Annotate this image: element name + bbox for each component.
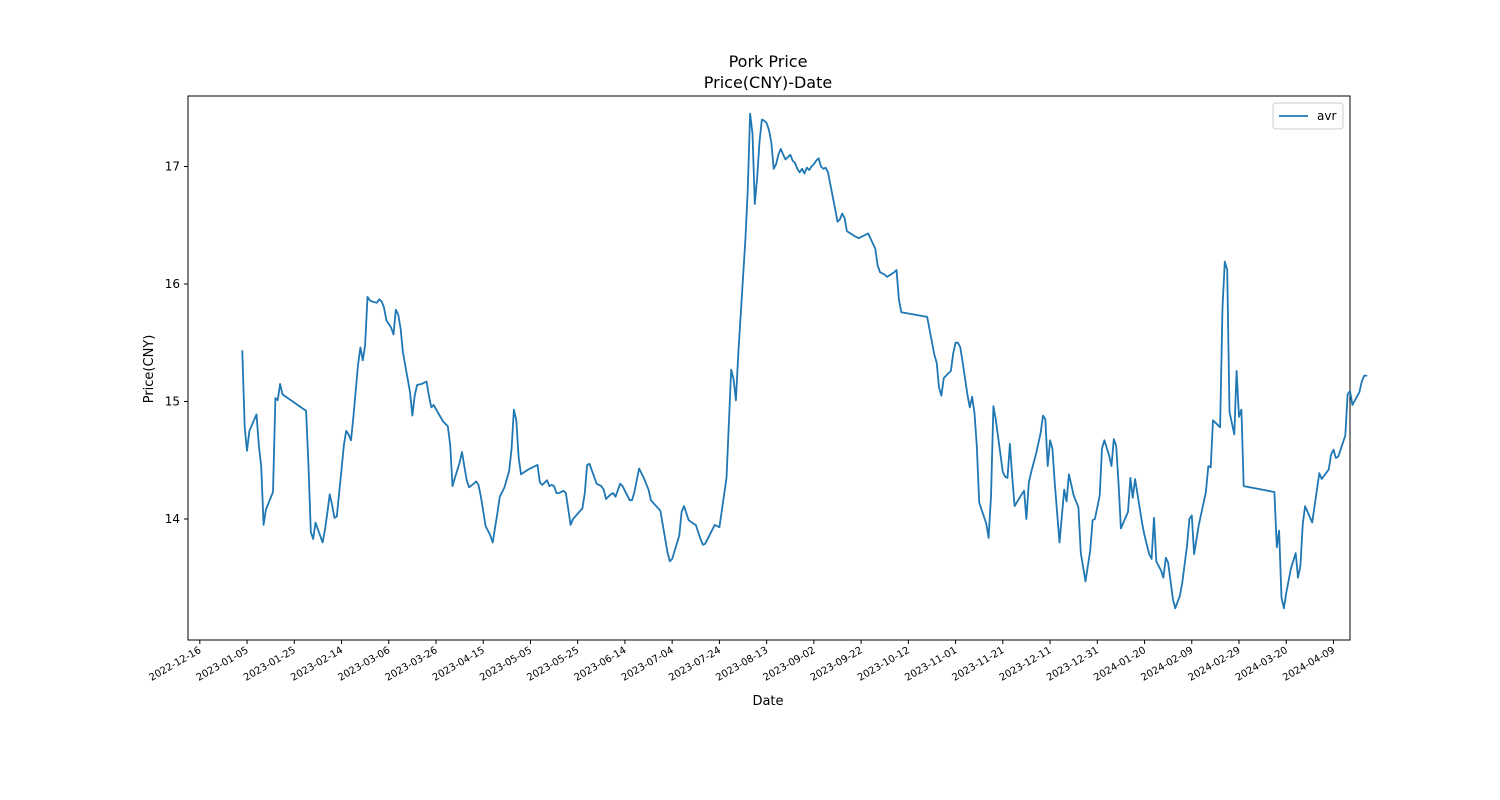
legend: avr — [1272, 102, 1344, 130]
x-tick-label: 2023-07-24 — [667, 645, 723, 684]
legend-label: avr — [1317, 109, 1336, 123]
x-tick-label: 2023-09-22 — [809, 645, 865, 684]
x-tick-label: 2024-04-09 — [1281, 645, 1337, 684]
y-axis-label: Price(CNY) — [142, 335, 157, 404]
x-tick-label: 2023-03-26 — [384, 645, 440, 684]
x-tick-label: 2023-01-05 — [195, 645, 251, 684]
x-tick-label: 2023-06-14 — [573, 645, 629, 684]
x-tick-label: 2023-11-21 — [950, 645, 1006, 684]
y-tick-label: 15 — [165, 394, 180, 408]
y-tick-label: 17 — [165, 159, 180, 173]
chart-title: Pork Price — [729, 52, 808, 71]
x-tick-label: 2023-12-31 — [1045, 645, 1101, 684]
x-tick-label: 2023-01-25 — [242, 645, 298, 684]
x-tick-label: 2024-02-09 — [1139, 645, 1195, 684]
plot-frame — [187, 95, 1351, 641]
chart-subtitle: Price(CNY)-Date — [704, 73, 832, 92]
x-tick-label: 2023-09-02 — [762, 645, 818, 684]
x-tick-label: 2023-10-12 — [856, 645, 912, 684]
y-tick-label: 16 — [165, 277, 180, 291]
x-tick-label: 2024-02-29 — [1187, 645, 1243, 684]
y-tick-label: 14 — [165, 512, 180, 526]
x-tick-label: 2023-08-13 — [714, 645, 770, 684]
price-line — [241, 112, 1368, 610]
x-tick-label: 2022-12-16 — [147, 645, 203, 684]
x-tick-label: 2023-03-06 — [336, 645, 392, 684]
x-tick-label: 2024-03-20 — [1234, 645, 1290, 684]
x-axis-label: Date — [752, 694, 783, 709]
y-axis: 14 15 16 17 — [165, 159, 188, 526]
x-tick-label: 2023-05-05 — [478, 645, 534, 684]
x-tick-label: 2023-07-04 — [620, 645, 676, 684]
x-tick-label: 2023-11-01 — [903, 645, 959, 684]
x-axis: 2022-12-162023-01-052023-01-252023-02-14… — [147, 640, 1337, 684]
x-tick-label: 2023-12-11 — [998, 645, 1054, 684]
x-tick-label: 2023-05-25 — [525, 645, 581, 684]
x-tick-label: 2023-04-15 — [431, 645, 487, 684]
x-tick-label: 2023-02-14 — [289, 645, 345, 684]
plot-area — [187, 95, 1368, 641]
x-tick-label: 2024-01-20 — [1092, 645, 1148, 684]
